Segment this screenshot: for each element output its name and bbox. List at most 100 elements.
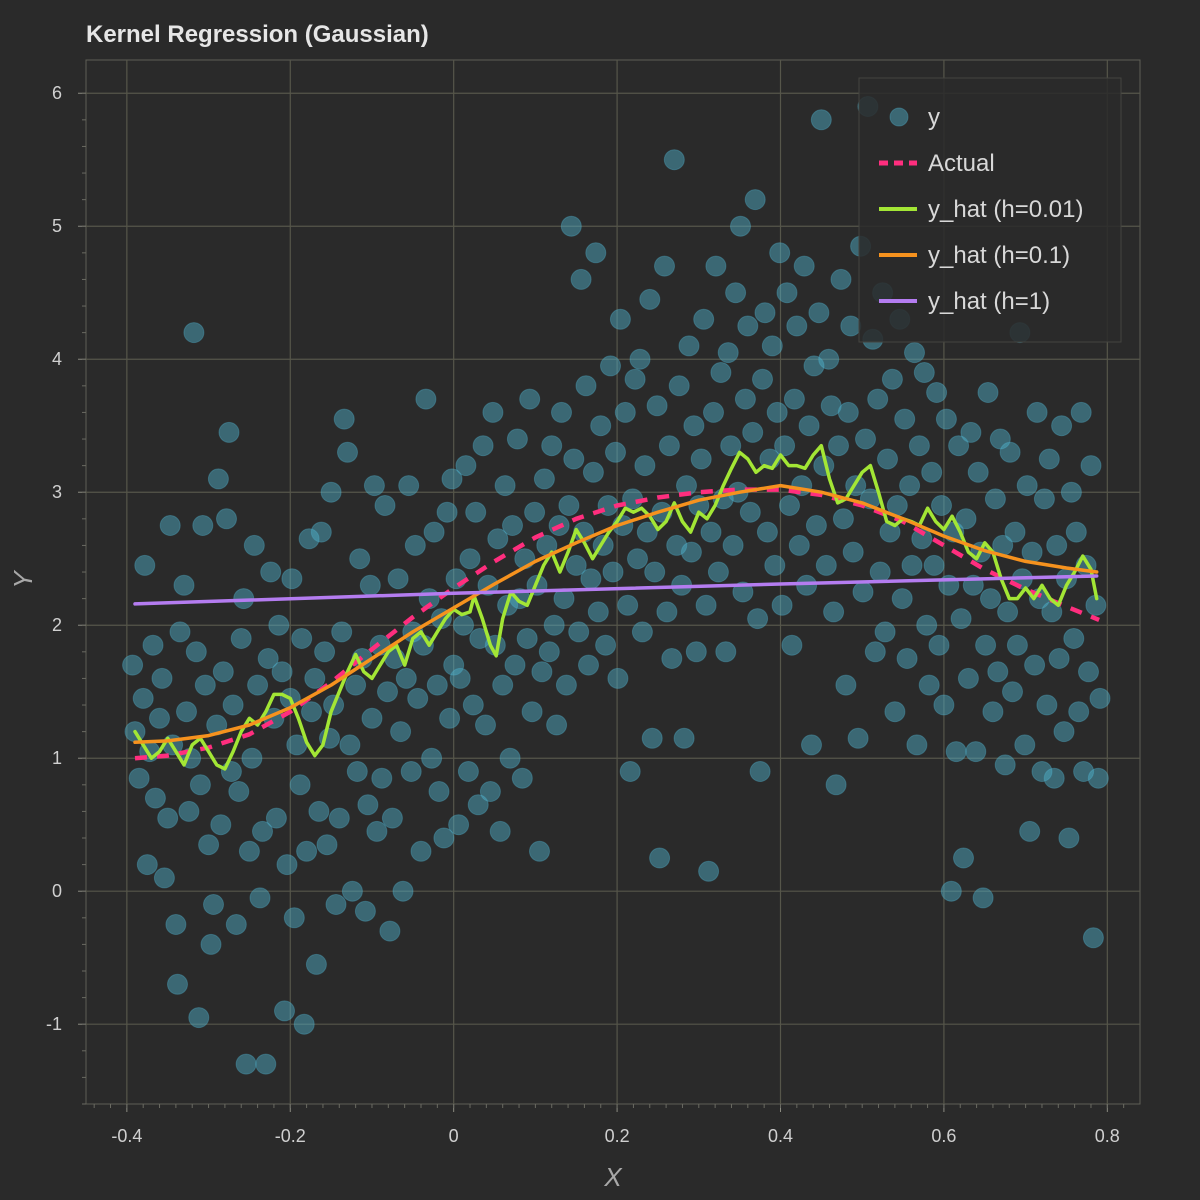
scatter-point <box>1087 767 1109 789</box>
legend-entry-label: Actual <box>928 150 995 177</box>
scatter-point <box>222 694 244 716</box>
scatter-point <box>410 840 432 862</box>
scatter-point <box>149 707 170 729</box>
scatter-point <box>551 401 572 423</box>
scatter-point <box>636 521 658 543</box>
scatter-point <box>967 461 989 483</box>
scatter-point <box>304 667 326 689</box>
scatter-point <box>869 561 891 583</box>
scatter-point <box>631 621 653 643</box>
scatter-point <box>808 302 830 324</box>
x-tick-label: 0.4 <box>768 1126 793 1146</box>
scatter-point <box>445 568 467 590</box>
scatter-point <box>301 701 322 723</box>
scatter-point <box>467 794 489 816</box>
scatter-point <box>387 568 409 590</box>
x-axis-label: X <box>603 1162 623 1192</box>
scatter-point <box>504 654 526 676</box>
y-tick-label: 6 <box>52 83 62 103</box>
scatter-point <box>563 448 585 470</box>
axis-ticks: -0.4 -0.2 0 0.2 0.4 0.6 0.8 -1 0 1 2 3 4 5 6 <box>46 83 1125 1146</box>
scatter-point <box>281 568 303 590</box>
scatter-point <box>582 461 604 483</box>
scatter-point <box>178 800 200 822</box>
scatter-point <box>730 215 751 237</box>
scatter-point <box>316 834 338 856</box>
scatter-point <box>884 701 906 723</box>
scatter-point <box>855 428 876 450</box>
scatter-point <box>381 807 403 829</box>
scatter-point <box>560 215 582 237</box>
scatter-point <box>1033 488 1055 510</box>
scatter-point <box>1038 448 1060 470</box>
scatter-point <box>293 1013 315 1035</box>
scatter-point <box>975 634 997 656</box>
scatter-point <box>349 548 371 570</box>
scatter-point <box>881 368 903 390</box>
scatter-point <box>926 382 948 403</box>
scatter-point <box>443 654 465 676</box>
scatter-point <box>1024 654 1046 676</box>
scatter-point <box>788 534 810 556</box>
scatter-point <box>314 641 336 663</box>
scatter-point <box>945 741 967 763</box>
scatter-point <box>453 614 474 636</box>
scatter-point <box>189 774 211 796</box>
scatter-point <box>899 475 921 497</box>
scatter-point <box>379 920 401 942</box>
scatter-point <box>276 854 298 876</box>
scatter-point <box>725 282 747 304</box>
scatter-point <box>472 435 494 457</box>
scatter-point <box>906 734 928 756</box>
scatter-point <box>157 807 179 829</box>
scatter-point <box>602 561 624 583</box>
scatter-point <box>210 814 232 836</box>
scatter-point <box>459 548 481 570</box>
scatter-point <box>487 528 509 550</box>
scatter-point <box>192 515 214 536</box>
scatter-point <box>183 322 205 344</box>
scatter-point <box>516 628 538 649</box>
scatter-point <box>894 408 916 430</box>
scatter-point <box>1026 401 1048 423</box>
scatter-point <box>225 914 247 935</box>
scatter-point <box>781 634 803 656</box>
scatter-point <box>457 761 479 782</box>
scatter-point <box>852 581 874 603</box>
scatter-point <box>377 681 398 703</box>
scatter-point <box>257 648 279 669</box>
scatter-point <box>333 408 355 430</box>
scatter-point <box>965 741 987 763</box>
scatter-point <box>153 867 175 889</box>
scatter-point <box>421 747 443 769</box>
scatter-point <box>271 661 293 683</box>
scatter-point <box>185 641 207 663</box>
legend-entry-label: y_hat (h=0.01) <box>928 196 1083 223</box>
scatter-point <box>354 900 376 922</box>
scatter-point <box>693 308 715 330</box>
scatter-point <box>207 468 229 490</box>
scatter-point <box>786 315 808 337</box>
scatter-point <box>796 574 818 596</box>
scatter-point <box>359 574 381 596</box>
scatter-point <box>980 588 1001 610</box>
scatter-point <box>200 933 222 955</box>
scatter-point <box>700 521 722 543</box>
scatter-point <box>717 342 739 364</box>
scatter-point <box>142 634 164 656</box>
scatter-point <box>159 515 181 536</box>
scatter-point <box>529 840 550 862</box>
scatter-point <box>305 953 327 975</box>
scatter-point <box>607 667 629 689</box>
scatter-point <box>502 515 523 536</box>
scatter-point <box>462 694 484 716</box>
scatter-point <box>904 342 925 364</box>
scatter-point <box>433 827 455 849</box>
scatter-point <box>506 428 528 450</box>
scatter-point <box>543 614 565 636</box>
scatter-point <box>346 761 368 782</box>
scatter-point <box>832 508 854 530</box>
scatter-point <box>455 455 477 477</box>
scatter-point <box>308 800 330 822</box>
scatter-point <box>629 348 651 370</box>
